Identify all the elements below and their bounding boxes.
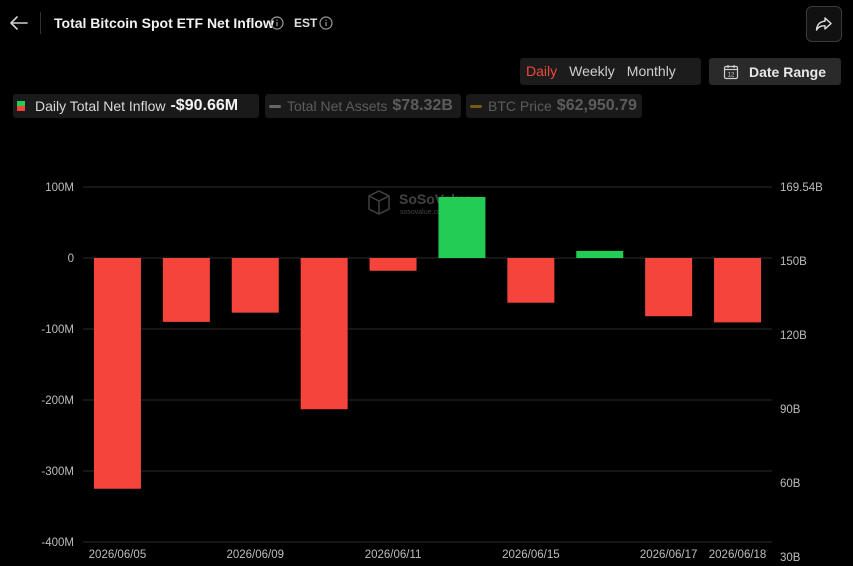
bar (645, 258, 693, 317)
y-left-tick-label: -200M (41, 395, 74, 407)
info-icon (270, 16, 284, 30)
date-range-button[interactable]: 12 Date Range (709, 58, 841, 85)
legend-name: Total Net Assets (287, 98, 388, 114)
header-divider (40, 12, 41, 34)
assets-swatch (269, 104, 281, 108)
x-tick-label: 2026/06/09 (226, 549, 284, 561)
bar (162, 258, 210, 322)
x-tick-label: 2026/06/15 (502, 549, 560, 561)
x-tick-label: 2026/06/17 (640, 549, 698, 561)
y-right-tick-label: 169.54B (780, 182, 823, 194)
legend-name: Daily Total Net Inflow (35, 98, 166, 114)
y-left-tick-label: -300M (41, 466, 74, 478)
legend-value: $62,950.79 (556, 97, 637, 114)
timezone-label: EST (294, 16, 318, 30)
info-icon (319, 16, 333, 30)
y-right-tick-label: 90B (780, 404, 801, 416)
y-right-tick-label: 30B (780, 552, 801, 564)
x-tick-label: 2026/06/18 (709, 549, 767, 561)
bar (369, 258, 417, 271)
bar (438, 196, 486, 258)
bar (714, 258, 762, 323)
bar (93, 258, 141, 489)
legend-total-net-assets[interactable]: Total Net Assets $78.32B (265, 94, 461, 118)
x-tick-label: 2026/06/11 (365, 549, 422, 561)
title-info-button[interactable] (270, 16, 284, 30)
calendar-icon: 12 (723, 64, 739, 79)
svg-text:12: 12 (728, 72, 735, 78)
tab-monthly[interactable]: Monthly (626, 63, 676, 79)
legend-btc-price[interactable]: BTC Price $62,950.79 (466, 94, 642, 118)
timezone-info-button[interactable] (319, 16, 333, 30)
arrow-left-icon (10, 16, 28, 30)
btc-price-swatch (470, 104, 482, 108)
top-bar: Total Bitcoin Spot ETF Net Inflow EST (0, 0, 853, 48)
legend-value: $78.32B (392, 97, 453, 114)
watermark-sub: sosovalue.com (400, 209, 447, 216)
net-inflow-chart: 100M 0 -100M -200M -300M -400M 169.54B 150B 120B… (41, 182, 823, 564)
y-left-tick-label: 0 (68, 253, 74, 265)
y-right-tick-label: 60B (780, 478, 801, 490)
y-left-tick-label: -100M (41, 324, 74, 336)
date-range-label: Date Range (749, 63, 827, 80)
bar (576, 250, 624, 258)
tab-weekly[interactable]: Weekly (569, 63, 615, 79)
page-title: Total Bitcoin Spot ETF Net Inflow (54, 15, 274, 31)
legend-daily-net-inflow[interactable]: Daily Total Net Inflow -$90.66M (13, 94, 259, 118)
y-left-tick-label: -400M (41, 537, 74, 549)
bar (300, 258, 348, 410)
legend-name: BTC Price (488, 98, 552, 114)
y-right-tick-label: 150B (780, 256, 807, 268)
x-tick-label: 2026/06/05 (89, 549, 147, 561)
period-selector: Daily Weekly Monthly (520, 58, 701, 85)
bar (507, 258, 555, 303)
bar (231, 258, 279, 313)
y-left-tick-label: 100M (45, 182, 74, 194)
legend-value: -$90.66M (170, 97, 239, 114)
tab-daily[interactable]: Daily (526, 63, 558, 79)
back-button[interactable] (8, 12, 30, 34)
share-button[interactable] (806, 6, 842, 42)
inflow-swatch (17, 101, 25, 111)
y-right-tick-label: 120B (780, 330, 807, 342)
share-icon (815, 17, 832, 31)
sosovalue-logo-icon (368, 190, 390, 215)
